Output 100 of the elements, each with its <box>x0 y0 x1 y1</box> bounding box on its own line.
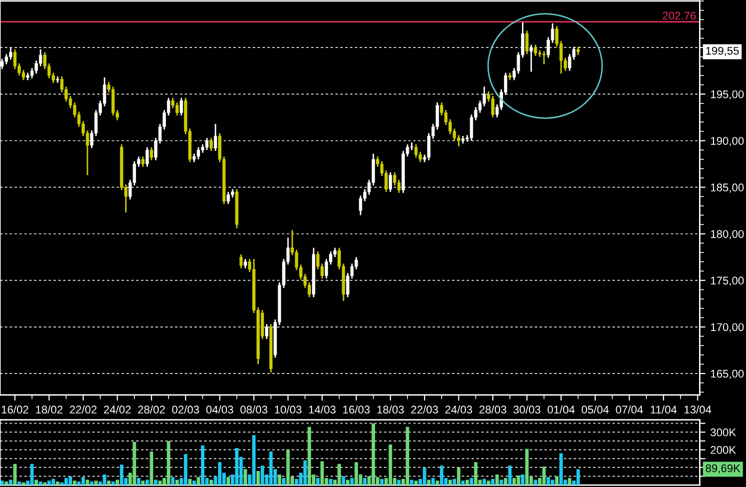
bar <box>43 482 47 486</box>
bar <box>269 452 273 486</box>
bar <box>256 470 260 486</box>
bar <box>13 464 17 486</box>
bar <box>354 462 358 486</box>
x-tick-label: 30/03 <box>513 405 540 414</box>
x-tick-label: 22/02 <box>70 405 97 414</box>
bar <box>328 478 332 486</box>
bar <box>555 476 559 486</box>
candlestick <box>214 123 218 152</box>
candlestick <box>180 97 183 116</box>
candlestick <box>111 86 115 116</box>
candlestick <box>141 156 145 168</box>
bar <box>486 480 490 486</box>
bar <box>0 480 4 486</box>
bar <box>56 482 60 486</box>
bar <box>414 480 418 486</box>
text: 89,69K <box>706 464 740 474</box>
bar <box>525 448 529 486</box>
bar <box>196 477 200 486</box>
x-tick-label: 16/02 <box>2 405 28 414</box>
candlestick <box>491 95 494 118</box>
candlestick <box>525 30 529 55</box>
bar <box>461 480 465 486</box>
y-tick-label: 195,00 <box>711 90 744 100</box>
bar <box>171 477 175 486</box>
candlestick <box>530 44 533 72</box>
bar <box>52 478 56 486</box>
bar <box>495 474 499 486</box>
y-tick-label: 200K <box>710 446 736 454</box>
bar <box>466 480 469 486</box>
bar <box>136 478 140 486</box>
candlestick <box>410 142 414 151</box>
x-tick-label: 05/04 <box>582 405 609 414</box>
text: 199,55 <box>706 46 739 56</box>
bar <box>64 478 68 486</box>
bar <box>516 475 520 486</box>
bar <box>342 476 346 486</box>
bar <box>456 467 460 486</box>
bar <box>145 480 149 486</box>
bar <box>576 469 580 486</box>
bar <box>512 478 516 486</box>
bar <box>410 480 414 486</box>
bar <box>17 482 21 486</box>
bar <box>260 466 264 486</box>
candlestick <box>542 50 546 66</box>
x-tick-label: 04/03 <box>206 405 234 414</box>
x-tick-label: 08/03 <box>240 405 268 414</box>
bar <box>388 444 392 486</box>
bar <box>431 478 435 486</box>
bar <box>141 480 145 486</box>
y-tick-label: 170,00 <box>711 323 744 332</box>
bar <box>4 482 8 486</box>
bar <box>175 480 179 486</box>
candlestick <box>22 69 26 81</box>
bar <box>316 478 320 486</box>
x-tick-label: 24/02 <box>104 405 131 414</box>
bar <box>120 464 124 486</box>
y-tick-label: 300K <box>710 428 736 436</box>
bar <box>491 478 495 486</box>
bar <box>60 482 64 486</box>
bar <box>94 480 98 486</box>
candlestick <box>388 172 392 193</box>
bar <box>346 480 350 486</box>
bar <box>107 480 111 486</box>
candlestick <box>226 191 230 205</box>
bar <box>508 466 512 486</box>
bar <box>192 480 196 486</box>
bar <box>520 474 524 486</box>
bar <box>81 477 85 486</box>
bar <box>397 480 401 486</box>
bar <box>474 462 478 486</box>
candlestick <box>414 144 418 158</box>
x-tick-label: 28/02 <box>138 405 165 414</box>
bar <box>303 460 307 486</box>
bar <box>568 478 572 486</box>
candlestick <box>418 151 422 163</box>
bar <box>448 480 452 486</box>
y-tick-label: 165,00 <box>711 370 744 379</box>
bar <box>372 423 376 486</box>
bar <box>158 480 162 486</box>
bar <box>111 482 115 486</box>
bar <box>210 480 213 486</box>
y-tick-label: 190,00 <box>711 136 744 146</box>
bar <box>218 462 222 486</box>
bar <box>559 453 563 486</box>
bar <box>440 466 444 486</box>
x-tick-label: 07/04 <box>616 405 643 414</box>
bar <box>132 442 136 486</box>
x-tick-label: 13/04 <box>684 405 712 414</box>
bar <box>436 480 440 486</box>
candlestick <box>210 137 213 152</box>
bar <box>244 469 248 486</box>
bar <box>226 477 230 486</box>
bar <box>500 480 504 486</box>
x-tick-label: 14/03 <box>309 405 336 414</box>
bar <box>116 480 120 486</box>
candlestick <box>13 48 17 70</box>
x-tick-label: 18/02 <box>36 405 62 414</box>
bar <box>504 478 508 486</box>
